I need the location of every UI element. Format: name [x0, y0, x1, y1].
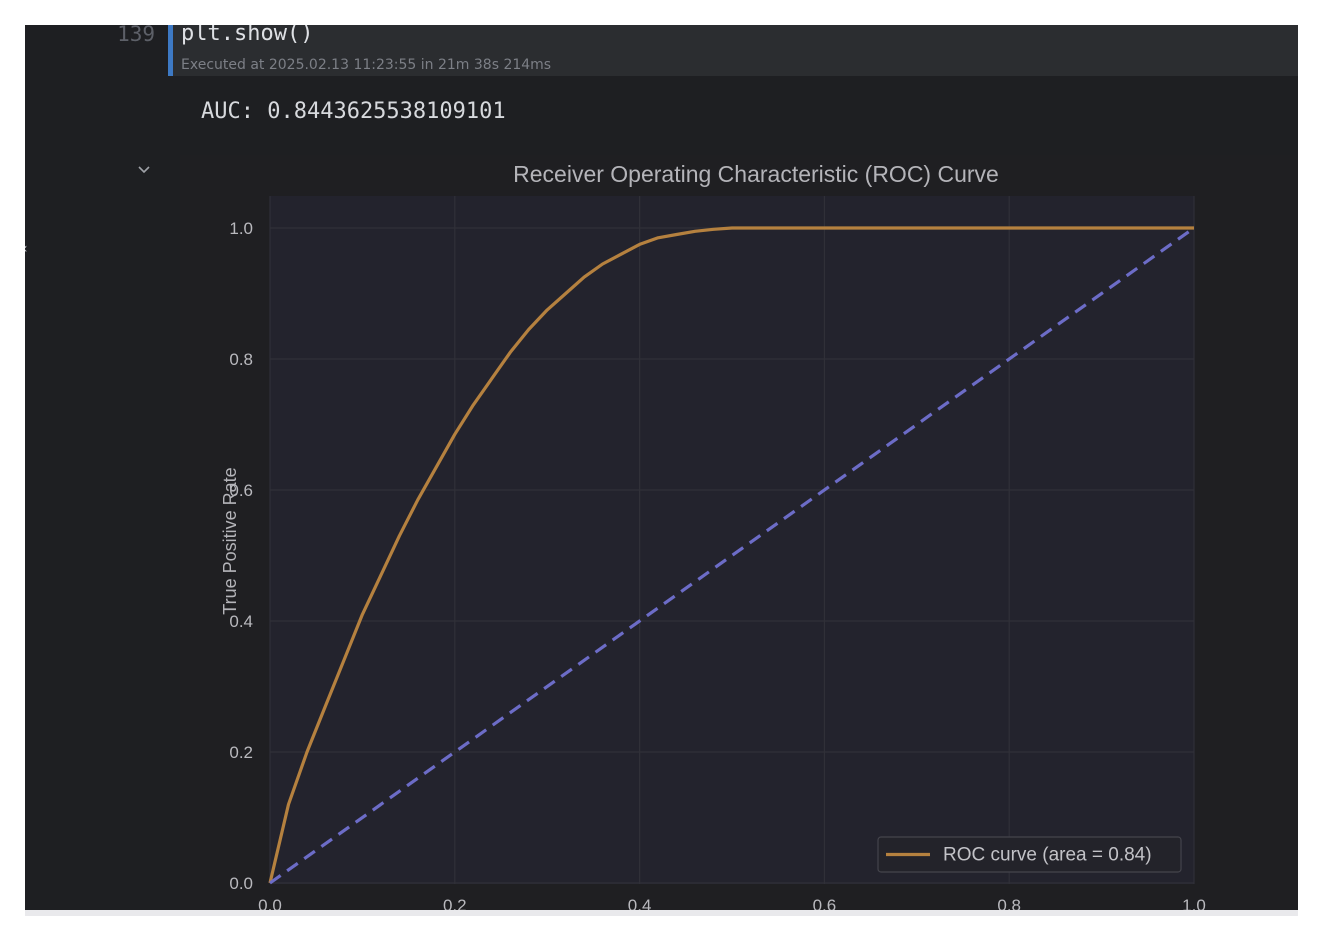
legend-label: ROC curve (area = 0.84): [943, 845, 1152, 866]
roc-curve-line: [268, 226, 1194, 884]
notebook-window: 139 plt.show() Executed at 2025.02.13 11…: [25, 25, 1298, 910]
y-tick-label: 0.8: [229, 350, 253, 369]
x-tick-label: 0.6: [813, 896, 837, 910]
chevron-down-icon: [138, 166, 150, 174]
y-tick-label: 0.6: [229, 481, 253, 500]
x-tick-label: 0.0: [258, 896, 282, 910]
x-tick-label: 0.4: [628, 896, 652, 910]
x-tick-label: 0.8: [997, 896, 1021, 910]
y-axis-label: True Positive Rate: [220, 467, 240, 614]
cell-executed-marker: [168, 25, 173, 76]
roc-chart: 0.0 0.2 0.4 0.6 0.8 1.0 0.0 0.2 0.4 0.6 0.8 1.0 Rece…: [180, 155, 1298, 910]
plot-area: [270, 196, 1194, 884]
execution-info: Executed at 2025.02.13 11:23:55 in 21m 3…: [181, 57, 552, 73]
chart-title: Receiver Operating Characteristic (ROC) …: [513, 161, 999, 187]
window-bottom-border: [25, 910, 1298, 916]
y-tick-label: 0.0: [229, 874, 253, 893]
chart-svg: 0.0 0.2 0.4 0.6 0.8 1.0 0.0 0.2 0.4 0.6 0.8 1.0 Rece…: [180, 155, 1298, 910]
x-tick-label: 1.0: [1182, 896, 1206, 910]
y-tick-label: 1.0: [229, 219, 253, 238]
legend-box: [877, 836, 1182, 873]
chevron-left-icon: ‹: [25, 241, 28, 257]
x-tick-label: 0.2: [443, 896, 467, 910]
auc-output-text: AUC: 0.8443625538109101: [201, 99, 506, 124]
code-cell[interactable]: [172, 25, 1298, 76]
collapse-output-button[interactable]: [133, 159, 155, 181]
y-tick-label: 0.4: [229, 612, 253, 631]
line-number: 139: [117, 25, 155, 46]
code-line[interactable]: plt.show(): [181, 25, 314, 46]
y-tick-label: 0.2: [229, 743, 253, 762]
